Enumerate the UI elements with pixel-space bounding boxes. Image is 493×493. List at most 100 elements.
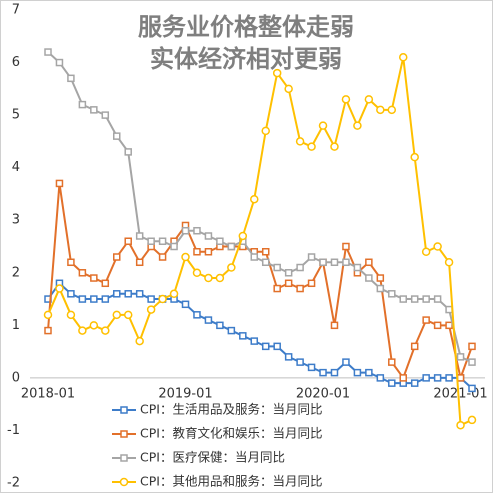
point (216, 321, 224, 330)
point (410, 379, 419, 387)
point (318, 121, 328, 130)
point (227, 326, 236, 335)
point (468, 342, 476, 351)
point (89, 321, 99, 330)
point (147, 237, 155, 245)
point (67, 258, 75, 267)
point (112, 310, 122, 320)
chart-title: 实体经济相对更弱 (150, 45, 342, 73)
point (422, 295, 430, 303)
point (456, 353, 465, 361)
point (387, 105, 397, 115)
point (365, 368, 373, 377)
point (330, 321, 339, 330)
point (67, 74, 75, 83)
point (307, 363, 316, 372)
point (146, 305, 156, 314)
point (410, 295, 419, 303)
point (55, 284, 64, 293)
point (273, 284, 281, 293)
y-tick-label: 0 (12, 370, 20, 385)
legend-marker (120, 406, 128, 414)
point (307, 253, 316, 261)
point (135, 290, 144, 298)
y-tick-label: 2 (12, 265, 20, 280)
point (388, 358, 396, 366)
point (135, 232, 144, 240)
point (44, 326, 52, 335)
point (250, 337, 259, 345)
point (444, 258, 454, 267)
point (376, 105, 385, 115)
point (158, 253, 167, 261)
point (44, 48, 52, 56)
point (78, 269, 87, 277)
point (467, 415, 477, 425)
chart-title: 服务业价格整体走弱 (138, 13, 354, 41)
point (193, 311, 201, 319)
point (135, 258, 144, 267)
point (204, 273, 213, 283)
x-tick-label: 2020-01 (296, 386, 350, 401)
point (169, 289, 179, 299)
point (123, 310, 133, 320)
point (399, 374, 407, 382)
point (273, 263, 281, 272)
point (204, 316, 213, 324)
legend-marker (119, 477, 129, 487)
point (468, 384, 476, 393)
y-tick-label: 1 (12, 318, 20, 333)
point (238, 231, 248, 241)
point (468, 358, 476, 366)
point (353, 121, 362, 130)
point (193, 248, 201, 256)
point (445, 305, 453, 314)
point (410, 152, 419, 162)
point (365, 274, 373, 282)
point (410, 342, 419, 351)
point (239, 332, 247, 340)
point (398, 53, 408, 62)
point (78, 326, 87, 335)
point (101, 279, 110, 288)
point (261, 126, 270, 136)
point (376, 274, 385, 282)
point (113, 132, 121, 140)
point (307, 142, 316, 151)
point (250, 253, 259, 261)
point (113, 253, 121, 261)
point (113, 290, 121, 298)
point (250, 194, 259, 204)
legend-marker (120, 454, 128, 462)
point (43, 310, 53, 320)
point (215, 273, 225, 283)
point (101, 326, 110, 335)
point (78, 100, 87, 109)
legend-marker (120, 430, 128, 438)
point (124, 237, 132, 245)
point (445, 321, 453, 330)
point (296, 284, 304, 293)
point (376, 374, 385, 382)
point (181, 226, 190, 235)
point (227, 242, 236, 251)
point (101, 295, 110, 303)
point (319, 368, 327, 377)
point (342, 242, 350, 251)
point (330, 258, 339, 267)
point (135, 336, 144, 346)
point (376, 284, 385, 293)
point (456, 420, 465, 430)
point (101, 111, 110, 119)
point (456, 374, 465, 382)
point (284, 84, 293, 94)
point (204, 248, 213, 256)
point (67, 290, 75, 298)
point (170, 242, 178, 251)
legend-label: CPI：医疗保健：当月同比 (140, 450, 285, 465)
y-tick-label: 4 (12, 160, 20, 175)
point (307, 279, 316, 288)
point (388, 290, 396, 298)
point (261, 248, 270, 256)
